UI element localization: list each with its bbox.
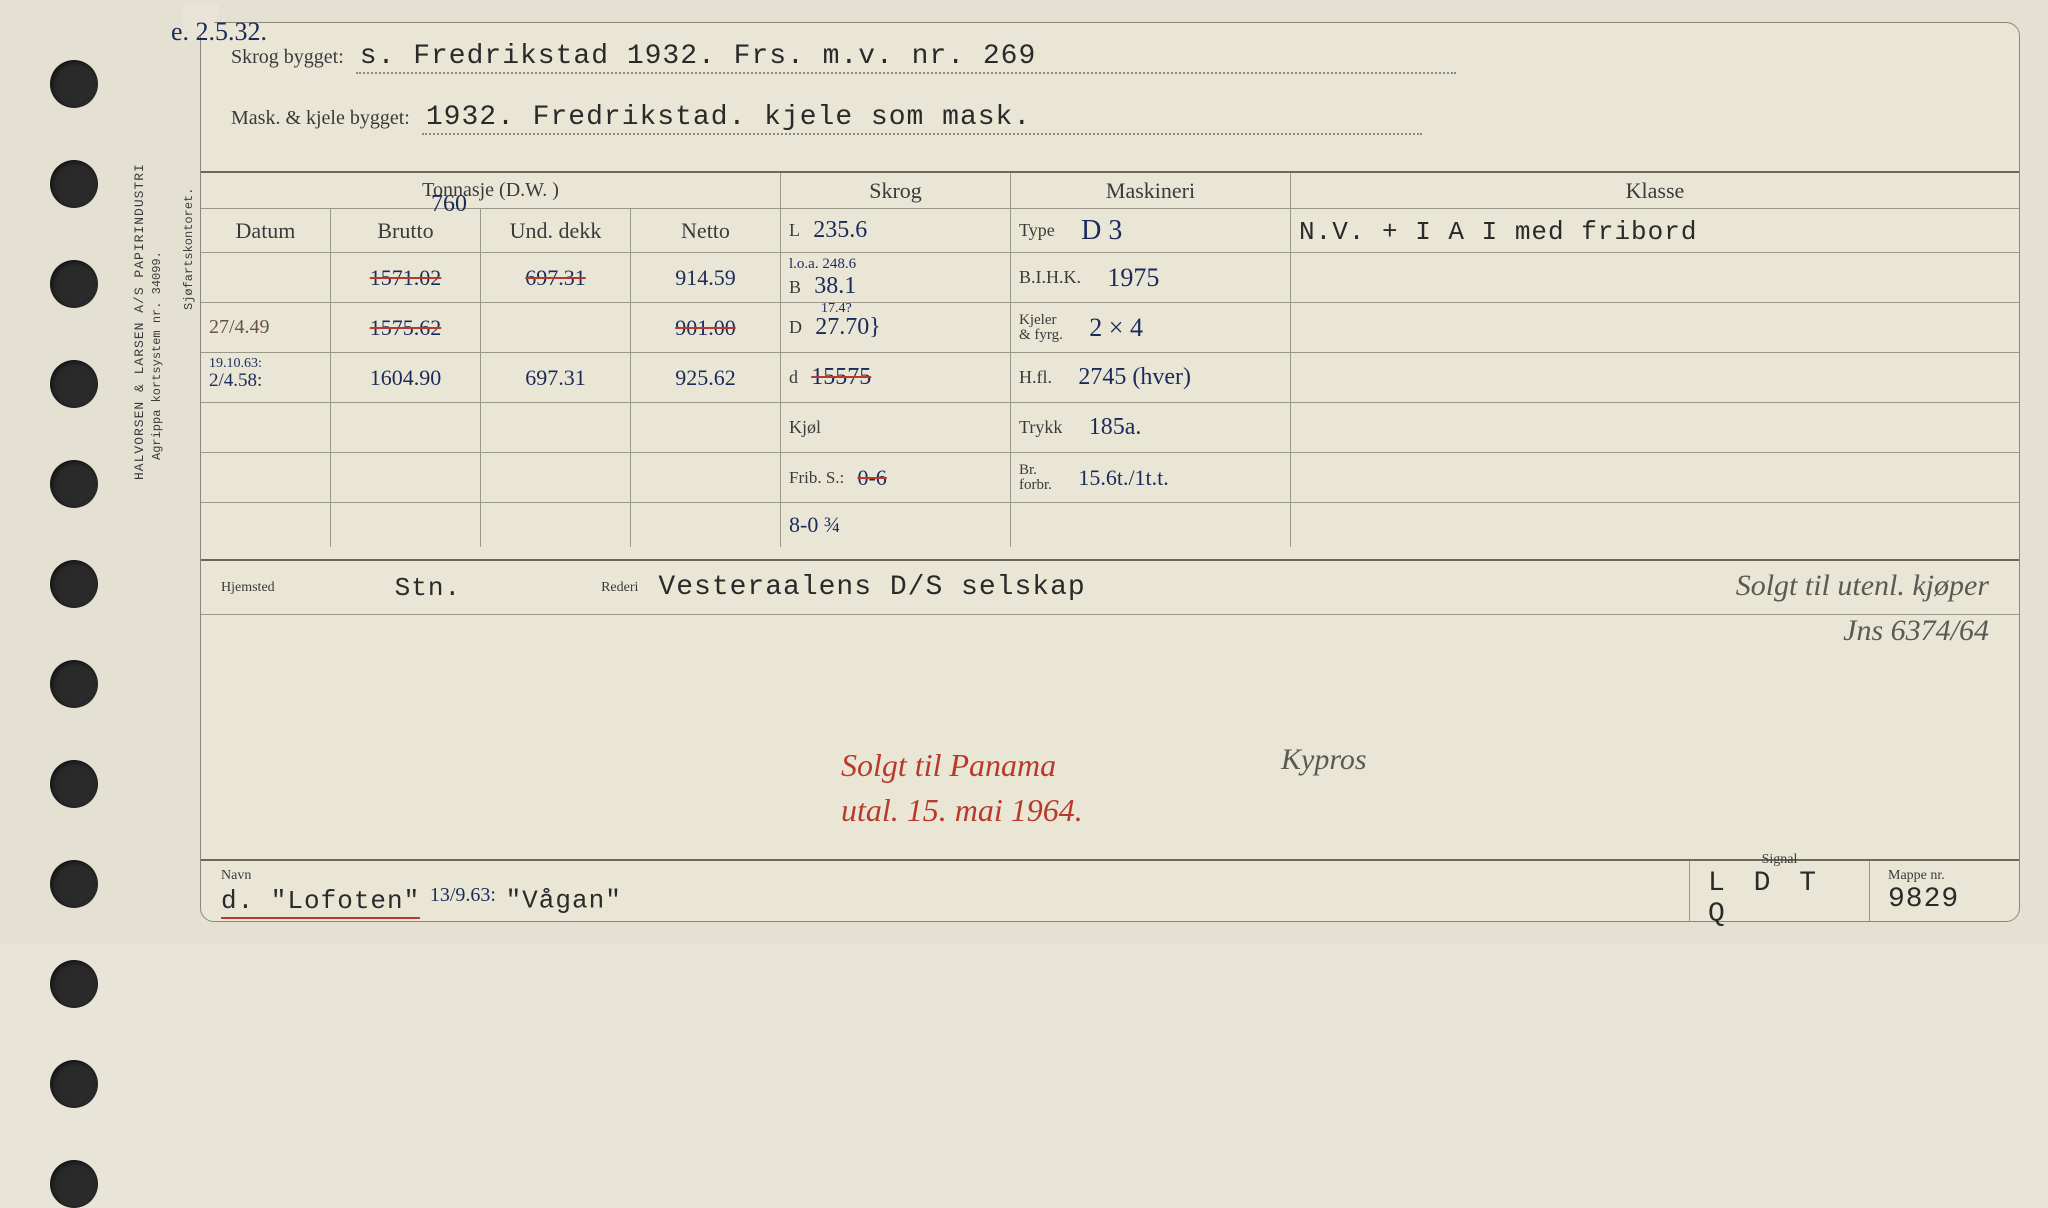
- signal-value: L D T Q: [1708, 868, 1851, 930]
- navn-value: d. "Lofoten": [221, 886, 420, 919]
- bottom-row: Navn d. "Lofoten" 13/9.63: "Vågan" Signa…: [201, 859, 2019, 921]
- klasse-blank-4: [1291, 403, 2019, 453]
- brutto-4: [331, 403, 481, 453]
- mask-brforbr: Br. forbr. 15.6t./1t.t.: [1011, 453, 1291, 503]
- datum-3: 19.10.63: 2/4.58:: [201, 353, 331, 403]
- brutto-5: [331, 453, 481, 503]
- navn-label: Navn: [221, 868, 251, 883]
- netto-3: 925.62: [631, 353, 781, 403]
- skrog-header: Skrog: [781, 173, 1011, 208]
- datum-6: [201, 503, 331, 547]
- netto-6: [631, 503, 781, 547]
- side-system-text: Agrippa kortsystem nr. 34099.: [150, 251, 164, 460]
- index-card: e. 2.5.32. Skrog bygget: s. Fredrikstad …: [200, 22, 2020, 922]
- col-netto: Netto: [631, 209, 781, 253]
- skrog-L: L 235.6: [781, 209, 1011, 253]
- und-2: [481, 303, 631, 353]
- mask-kjele-label: Mask. & kjele bygget:: [231, 107, 410, 130]
- tonnasje-header: Tonnasje (D.W. ) 760: [201, 173, 781, 208]
- netto-1: 914.59: [631, 253, 781, 303]
- mappe-box: Mappe nr. 9829: [1869, 861, 2019, 921]
- netto-2: 901.00: [631, 303, 781, 353]
- skrog-bygget-value: s. Fredrikstad 1932. Frs. m.v. nr. 269: [356, 41, 1456, 74]
- navn2-value: "Vågan": [506, 886, 622, 916]
- skrog-kjol: Kjøl: [781, 403, 1011, 453]
- skrog-d: d 15575: [781, 353, 1011, 403]
- main-grid: Tonnasje (D.W. ) 760 Skrog Maskineri Kla…: [201, 171, 2019, 547]
- signal-box: Signal L D T Q: [1689, 861, 1869, 921]
- table-row: [201, 253, 331, 303]
- skrog-frib-extra: 8-0 ¾: [781, 503, 1011, 547]
- maskineri-header: Maskineri: [1011, 173, 1291, 208]
- mappe-value: 9829: [1888, 884, 2001, 915]
- brutto-1: 1571.02: [331, 253, 481, 303]
- mask-kjele-value: 1932. Fredrikstad. kjele som mask.: [422, 102, 1422, 135]
- hjemsted-label: Hjemsted: [221, 580, 275, 596]
- navn-date: 13/9.63:: [430, 884, 496, 906]
- datum-4: [201, 403, 331, 453]
- red-sold-note: Solgt til Panama utal. 15. mai 1964.: [841, 743, 1083, 833]
- side-office-text: Sjøfartskontoret.: [182, 188, 196, 310]
- col-brutto: Brutto: [331, 209, 481, 253]
- brutto-3: 1604.90: [331, 353, 481, 403]
- klasse-header: Klasse: [1291, 173, 2019, 208]
- skrog-frib: Frib. S.: 0-6: [781, 453, 1011, 503]
- binder-holes: [50, 60, 98, 1208]
- klasse-blank-2: [1291, 303, 2019, 353]
- mask-kjeler: Kjeler & fyrg. 2 × 4: [1011, 303, 1291, 353]
- und-4: [481, 403, 631, 453]
- col-datum: Datum: [201, 209, 331, 253]
- mask-blank: [1011, 503, 1291, 547]
- mask-hfl: H.fl. 2745 (hver): [1011, 353, 1291, 403]
- brutto-6: [331, 503, 481, 547]
- klasse-blank-6: [1291, 503, 2019, 547]
- side-company-text: HALVORSEN & LARSEN A/S PAPIRINDUSTRI: [132, 163, 147, 480]
- klasse-blank-5: [1291, 453, 2019, 503]
- skrog-bygget-label: Skrog bygget:: [231, 46, 344, 69]
- rederi-value: Vesteraalens D/S selskap: [658, 572, 1085, 603]
- datum-2: 27/4.49: [201, 303, 331, 353]
- mask-bihk: B.I.H.K. 1975: [1011, 253, 1291, 303]
- brutto-2: 1575.62: [331, 303, 481, 353]
- corner-sold-note: Solgt til utenl. kjøper Jns 6374/64: [1736, 563, 1989, 653]
- klasse-blank-1: [1291, 253, 2019, 303]
- netto-4: [631, 403, 781, 453]
- pencil-kypros-note: Kypros: [1281, 743, 1367, 777]
- signal-label: Signal: [1708, 852, 1851, 868]
- und-1: 697.31: [481, 253, 631, 303]
- datum-5: [201, 453, 331, 503]
- mask-type: Type D 3: [1011, 209, 1291, 253]
- header-area: Skrog bygget: s. Fredrikstad 1932. Frs. …: [231, 41, 1989, 161]
- und-3: 697.31: [481, 353, 631, 403]
- klasse-value: N.V. + I A I med fribord: [1291, 209, 2019, 253]
- col-und: Und. dekk: [481, 209, 631, 253]
- und-5: [481, 453, 631, 503]
- mappe-label: Mappe nr.: [1888, 868, 2001, 884]
- klasse-blank-3: [1291, 353, 2019, 403]
- netto-5: [631, 453, 781, 503]
- und-6: [481, 503, 631, 547]
- skrog-D: D 27.70} 17.4?: [781, 303, 1011, 353]
- rederi-label: Rederi: [601, 580, 638, 596]
- hjemsted-value: Stn.: [395, 573, 461, 603]
- mask-trykk: Trykk 185a.: [1011, 403, 1291, 453]
- skrog-B: l.o.a. 248.6 B 38.1: [781, 253, 1011, 303]
